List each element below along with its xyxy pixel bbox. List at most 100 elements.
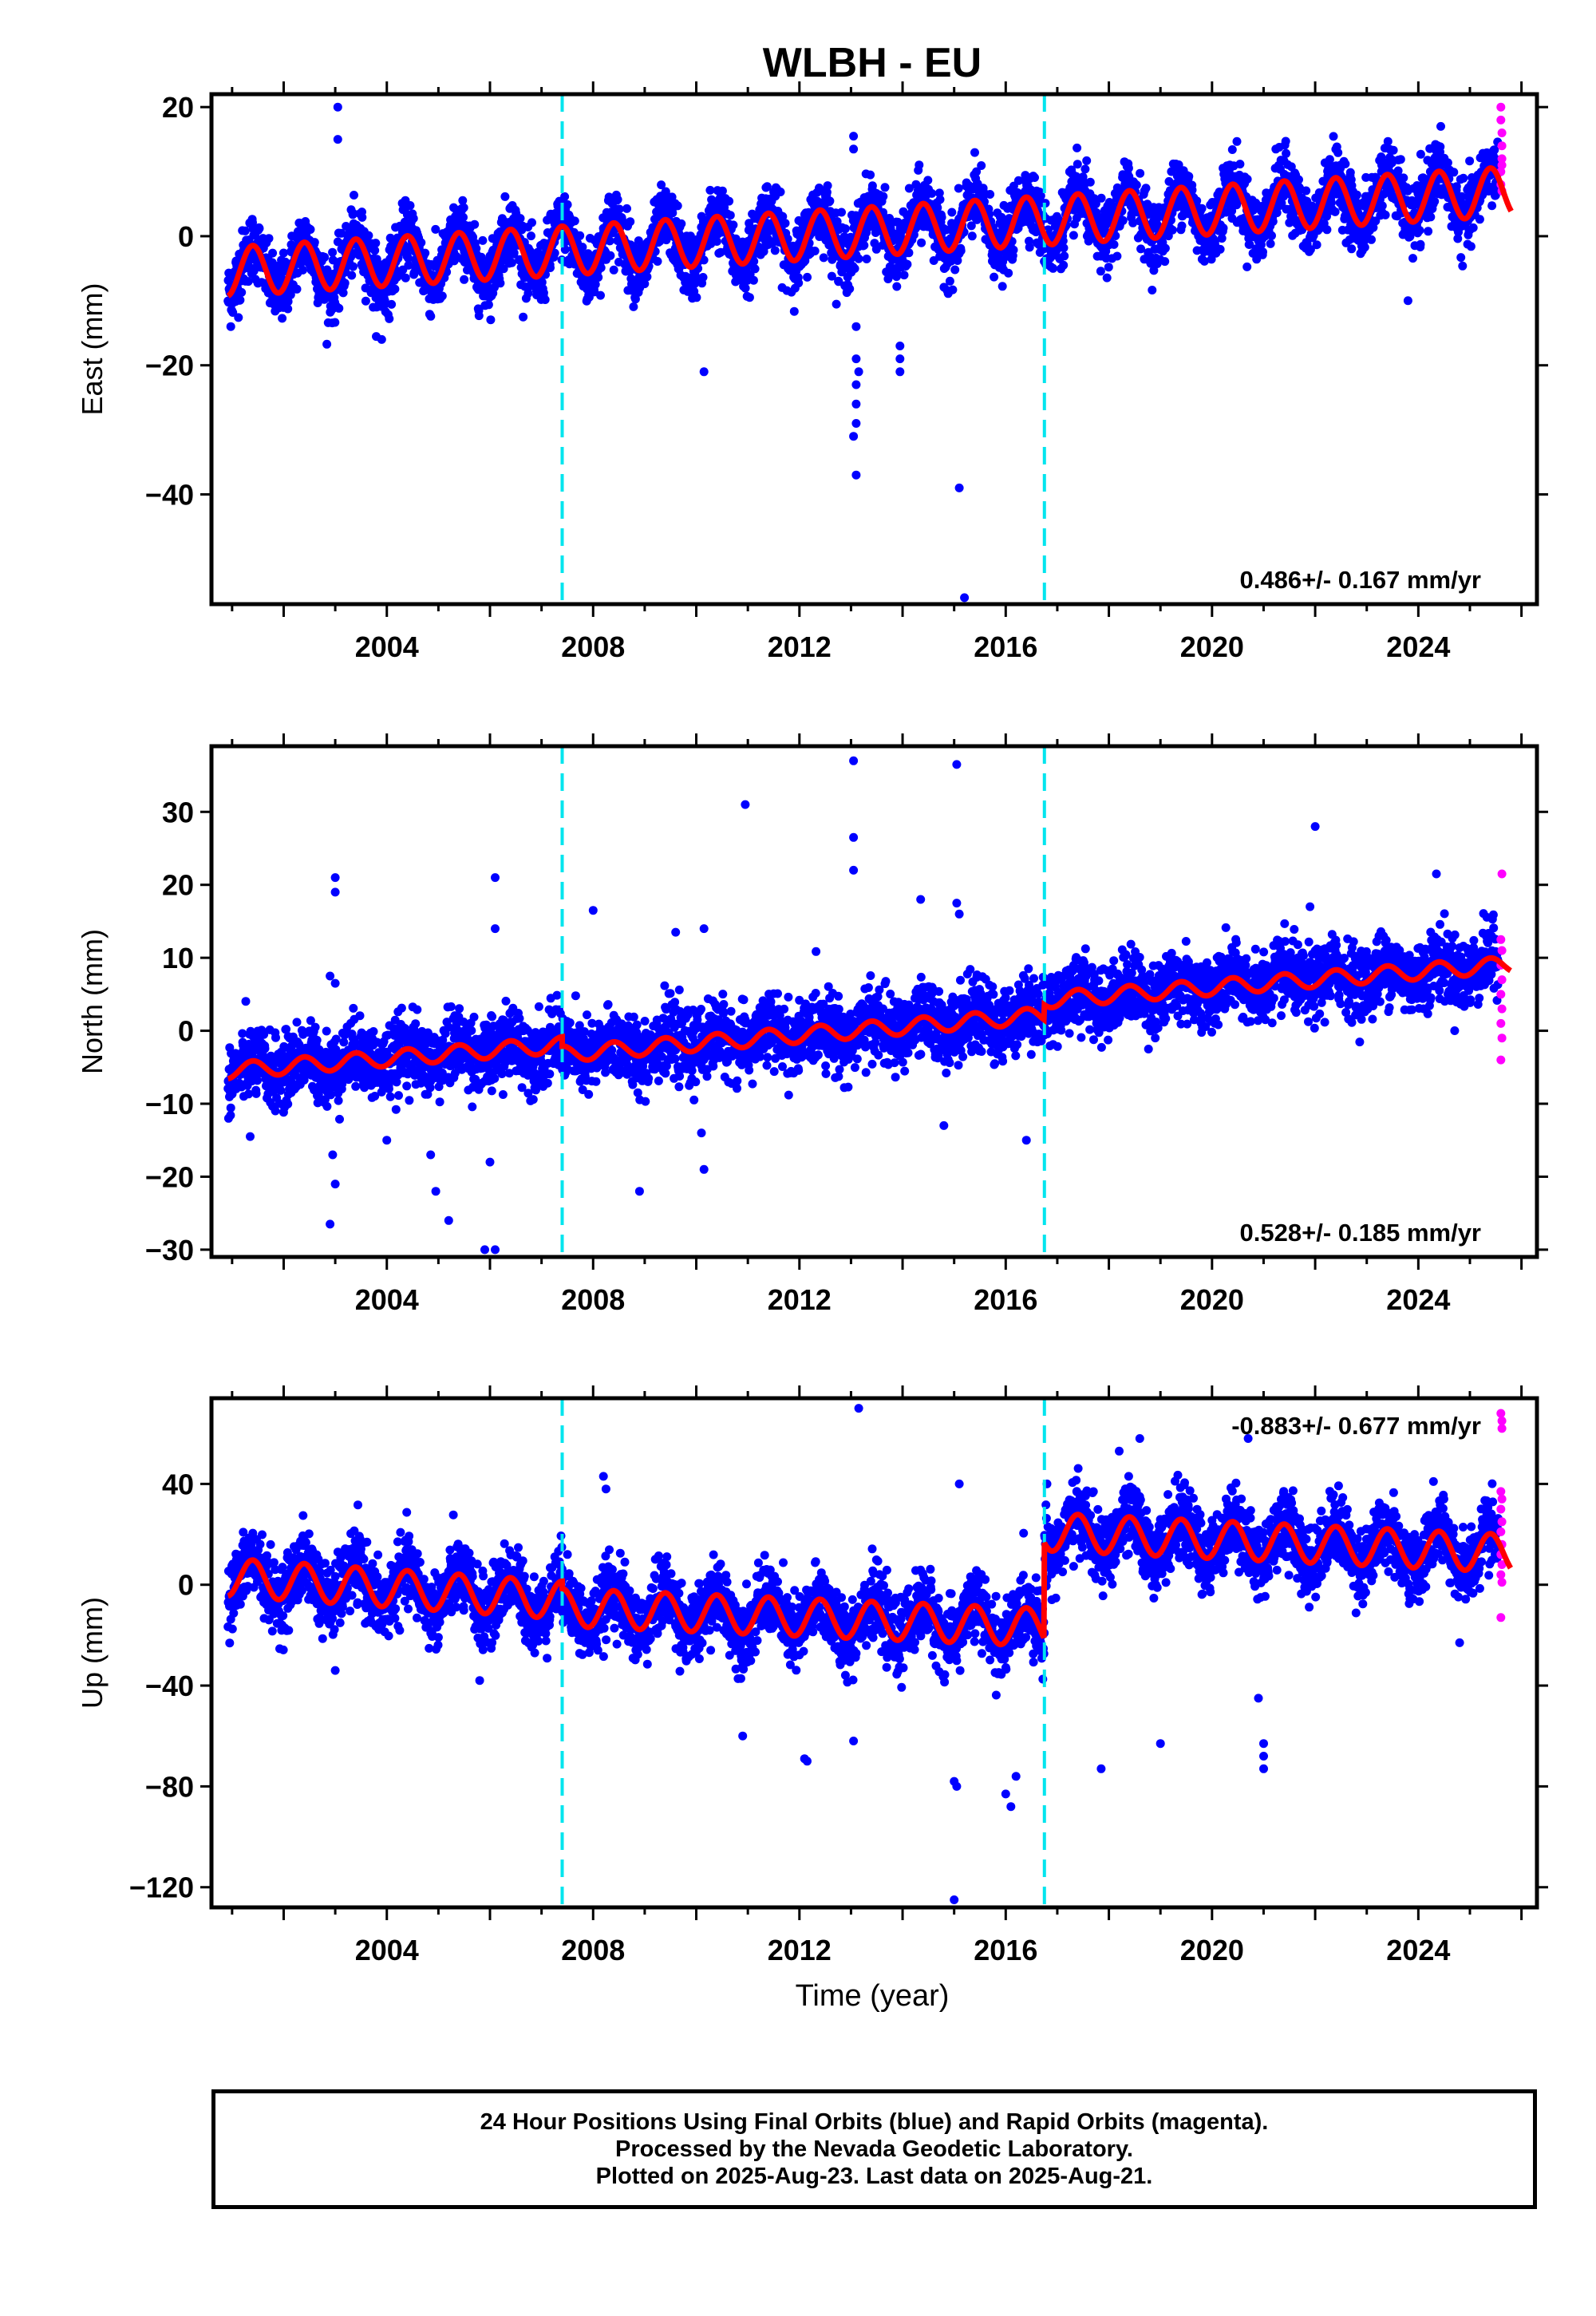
data-point [1124, 164, 1133, 173]
data-point [1199, 256, 1209, 266]
data-point [837, 207, 846, 217]
data-point [499, 264, 508, 274]
data-point [1266, 239, 1275, 248]
data-point [235, 295, 245, 305]
data-point [299, 1075, 309, 1085]
data-point [1235, 160, 1245, 169]
data-point [1082, 156, 1092, 165]
outlier-point [333, 102, 342, 112]
data-point [1466, 242, 1476, 251]
data-point [1430, 196, 1440, 206]
data-point [1227, 145, 1237, 154]
data-point [904, 248, 914, 258]
data-point [970, 148, 979, 157]
data-point [1333, 148, 1343, 157]
data-point [948, 285, 958, 294]
data-point [1217, 234, 1227, 243]
data-point [840, 224, 850, 234]
data-point [1078, 172, 1088, 182]
data-point [550, 248, 559, 258]
data-point [1449, 168, 1459, 177]
data-point [1112, 251, 1122, 261]
data-point [1109, 239, 1119, 249]
data-point [1436, 142, 1445, 152]
data-point [899, 271, 909, 280]
data-point [570, 216, 579, 226]
data-point [527, 231, 535, 241]
rate-label: 0.486+/- 0.167 mm/yr [1240, 566, 1481, 594]
data-point [349, 262, 358, 271]
rapid-point [1496, 102, 1506, 112]
data-point [226, 322, 235, 331]
data-point [259, 1030, 269, 1039]
data-point [271, 1033, 280, 1042]
data-point [854, 254, 863, 263]
data-point [850, 264, 859, 273]
data-point [1197, 204, 1207, 213]
outlier-point [895, 342, 905, 350]
data-point [1396, 155, 1405, 164]
y-tick-label: 0 [178, 220, 194, 253]
data-point [1322, 211, 1331, 221]
rapid-point [1497, 160, 1507, 170]
data-point [810, 247, 820, 255]
data-point [244, 1089, 253, 1099]
data-point [328, 247, 338, 257]
y-tick-label: 20 [162, 91, 194, 124]
data-point [1389, 145, 1398, 155]
data-point [1327, 198, 1336, 207]
data-point [1025, 243, 1034, 252]
data-point [349, 209, 358, 218]
data-point [972, 167, 982, 176]
data-point [825, 196, 835, 206]
data-point [640, 279, 650, 289]
x-tick-label: 2004 [355, 630, 419, 663]
data-point [966, 221, 976, 231]
data-point [1059, 243, 1069, 253]
data-point [596, 290, 605, 300]
data-point [698, 273, 708, 282]
data-point [613, 195, 622, 204]
data-point [832, 299, 841, 309]
data-point [1104, 263, 1113, 272]
data-point [331, 1034, 341, 1044]
data-point [778, 211, 788, 221]
data-point [903, 259, 912, 269]
data-point [749, 275, 758, 285]
data-point [1322, 225, 1332, 235]
data-point [1416, 239, 1425, 249]
data-point [312, 1035, 322, 1045]
data-point [977, 161, 986, 170]
data-point [338, 288, 348, 298]
data-point [1302, 186, 1311, 196]
data-point [629, 302, 638, 311]
data-point [653, 257, 662, 266]
data-point [657, 180, 666, 190]
data-point [405, 201, 415, 210]
data-point [326, 1090, 335, 1100]
data-point [1058, 236, 1068, 246]
data-point [953, 256, 962, 265]
data-point [322, 339, 332, 349]
data-point [486, 315, 496, 325]
data-point [725, 211, 735, 220]
outlier-point [895, 354, 905, 364]
data-point [306, 1016, 315, 1026]
data-point [474, 311, 484, 321]
data-point [596, 263, 606, 272]
data-point [673, 201, 682, 211]
y-tick-label: −20 [145, 350, 194, 382]
data-point [692, 293, 701, 302]
data-point [484, 300, 493, 310]
data-point [523, 289, 533, 298]
data-point [1399, 173, 1408, 183]
data-point [1424, 227, 1433, 236]
data-point [459, 203, 468, 212]
data-point [1118, 215, 1128, 225]
data-point [917, 238, 926, 247]
data-point [1030, 173, 1039, 182]
data-point [605, 236, 614, 246]
data-point [1258, 247, 1267, 257]
data-point [1426, 212, 1436, 222]
